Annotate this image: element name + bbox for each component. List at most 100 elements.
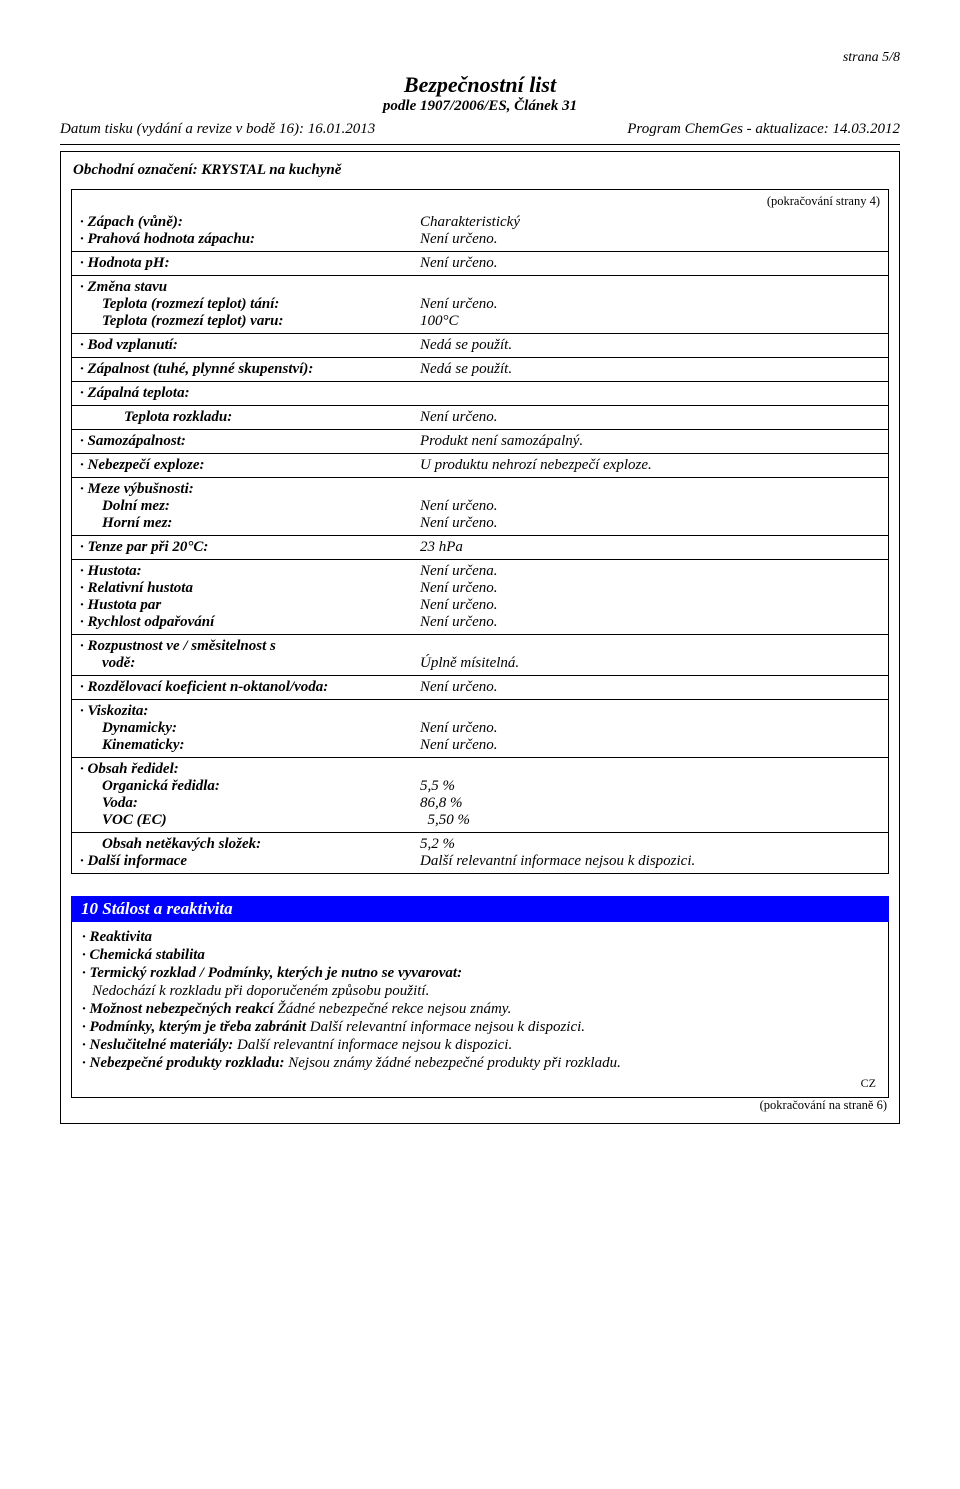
row-zapalnost: · Zápalnost (tuhé, plynné skupenství):Ne… (72, 358, 888, 382)
outer-box: Obchodní označení: KRYSTAL na kuchyně (p… (60, 151, 900, 1124)
trade-name: Obchodní označení: KRYSTAL na kuchyně (73, 162, 887, 179)
header-right: Program ChemGes - aktualizace: 14.03.201… (627, 121, 900, 138)
row-rozpustnost: · Rozpustnost ve / směsitelnost s vodě:Ú… (72, 635, 888, 676)
row-zapalna-teplota: · Zápalná teplota: (72, 382, 888, 406)
row-zapach: · Zápach (vůně):Charakteristický · Praho… (72, 211, 888, 252)
header-left: Datum tisku (vydání a revize v bodě 16):… (60, 121, 375, 138)
text: Další relevantní informace nejsou k disp… (310, 1019, 585, 1035)
value: Není určeno. (420, 498, 880, 515)
value: Není určeno. (420, 720, 880, 737)
footer-continuation: (pokračování na straně 6) (71, 1098, 889, 1113)
label: · Zápach (vůně): (80, 214, 420, 231)
label: · Rozpustnost ve / směsitelnost s (80, 638, 420, 655)
value: 5,50 % (420, 812, 880, 829)
row-koeficient: · Rozdělovací koeficient n-oktanol/voda:… (72, 676, 888, 700)
label: vodě: (80, 655, 420, 672)
label: Dolní mez: (80, 498, 420, 515)
label: Voda: (80, 795, 420, 812)
row-zmena: · Změna stavu Teplota (rozmezí teplot) t… (72, 276, 888, 334)
label: Teplota (rozmezí teplot) varu: (80, 313, 420, 330)
text: Nejsou známy žádné nebezpečné produkty p… (288, 1055, 621, 1071)
value: 5,2 % (420, 836, 880, 853)
row-viskozita: · Viskozita: Dynamicky:Není určeno. Kine… (72, 700, 888, 758)
label: · Samozápalnost: (80, 433, 420, 450)
label: · Prahová hodnota zápachu: (80, 231, 420, 248)
text: Další relevantní informace nejsou k disp… (237, 1037, 512, 1053)
value: Není určeno. (420, 614, 880, 631)
label: · Neslučitelné materiály: (82, 1037, 237, 1053)
label: · Chemická stabilita (82, 947, 205, 963)
row-obsah-redidel: · Obsah ředidel: Organická ředidla:5,5 %… (72, 758, 888, 833)
doc-subtitle: podle 1907/2006/ES, Článek 31 (60, 98, 900, 115)
label: · Reaktivita (82, 929, 152, 945)
label: · Obsah ředidel: (80, 761, 420, 778)
value: Další relevantní informace nejsou k disp… (420, 853, 880, 870)
row-nebezpeci-exploze: · Nebezpečí exploze:U produktu nehrozí n… (72, 454, 888, 478)
label: Organická ředidla: (80, 778, 420, 795)
value: U produktu nehrozí nebezpečí exploze. (420, 457, 880, 474)
label: · Rozdělovací koeficient n-oktanol/voda: (80, 679, 420, 696)
label: Teplota (rozmezí teplot) tání: (80, 296, 420, 313)
divider (60, 144, 900, 145)
header-row: Datum tisku (vydání a revize v bodě 16):… (60, 121, 900, 138)
value: Není určeno. (420, 231, 880, 248)
value: Produkt není samozápalný. (420, 433, 880, 450)
label: · Tenze par při 20°C: (80, 539, 420, 556)
section-10-body: · Reaktivita · Chemická stabilita · Term… (71, 922, 889, 1098)
label: VOC (EC) (80, 812, 420, 829)
doc-title: Bezpečnostní list (60, 72, 900, 98)
value: Nedá se použít. (420, 361, 880, 378)
value: Není určeno. (420, 580, 880, 597)
value: Není určeno. (420, 679, 880, 696)
text: Nedochází k rozkladu při doporučeném způ… (82, 983, 878, 1000)
value: Nedá se použít. (420, 337, 880, 354)
row-netekave: Obsah netěkavých složek:5,2 % · Další in… (72, 833, 888, 873)
row-bodvz: · Bod vzplanutí:Nedá se použít. (72, 334, 888, 358)
label: · Podmínky, kterým je třeba zabránit (82, 1019, 310, 1035)
label: · Nebezpečí exploze: (80, 457, 420, 474)
label: · Hustota par (80, 597, 420, 614)
label: Kinematicky: (80, 737, 420, 754)
value: Není určeno. (420, 737, 880, 754)
row-meze: · Meze výbušnosti: Dolní mez:Není určeno… (72, 478, 888, 536)
title-block: Bezpečnostní list podle 1907/2006/ES, Čl… (60, 72, 900, 115)
value: Charakteristický (420, 214, 880, 231)
value: Není určeno. (420, 409, 880, 426)
label: · Další informace (80, 853, 420, 870)
label: · Nebezpečné produkty rozkladu: (82, 1055, 288, 1071)
label: Obsah netěkavých složek: (80, 836, 420, 853)
label: · Rychlost odpařování (80, 614, 420, 631)
row-rozklad: Teplota rozkladu:Není určeno. (72, 406, 888, 430)
value: Není určeno. (420, 515, 880, 532)
row-ph: · Hodnota pH:Není určeno. (72, 252, 888, 276)
label: · Možnost nebezpečných reakcí (82, 1001, 277, 1017)
row-tenze: · Tenze par při 20°C:23 hPa (72, 536, 888, 560)
page-number: strana 5/8 (60, 50, 900, 66)
page: strana 5/8 Bezpečnostní list podle 1907/… (0, 0, 960, 1164)
label: Dynamicky: (80, 720, 420, 737)
value: Není určeno. (420, 597, 880, 614)
label: Teplota rozkladu: (80, 409, 420, 426)
value: 23 hPa (420, 539, 880, 556)
label: · Relativní hustota (80, 580, 420, 597)
value: Není určeno. (420, 296, 880, 313)
value: 100°C (420, 313, 880, 330)
footer-cz: CZ (82, 1076, 878, 1091)
continuation-note-top: (pokračování strany 4) (72, 190, 888, 211)
label: · Změna stavu (80, 279, 420, 296)
value: Úplně mísitelná. (420, 655, 880, 672)
text: Žádné nebezpečné rekce nejsou známy. (277, 1001, 511, 1017)
value: 5,5 % (420, 778, 880, 795)
label: · Viskozita: (80, 703, 420, 720)
label: Horní mez: (80, 515, 420, 532)
label: · Hodnota pH: (80, 255, 420, 272)
label: · Zápalnost (tuhé, plynné skupenství): (80, 361, 420, 378)
section-10-header: 10 Stálost a reaktivita (71, 896, 889, 922)
label: · Zápalná teplota: (80, 385, 420, 402)
label: · Bod vzplanutí: (80, 337, 420, 354)
value: Není určena. (420, 563, 880, 580)
label: · Meze výbušnosti: (80, 481, 420, 498)
properties-table: (pokračování strany 4) · Zápach (vůně):C… (71, 189, 889, 874)
value: 86,8 % (420, 795, 880, 812)
row-hustota: · Hustota:Není určena. · Relativní husto… (72, 560, 888, 635)
